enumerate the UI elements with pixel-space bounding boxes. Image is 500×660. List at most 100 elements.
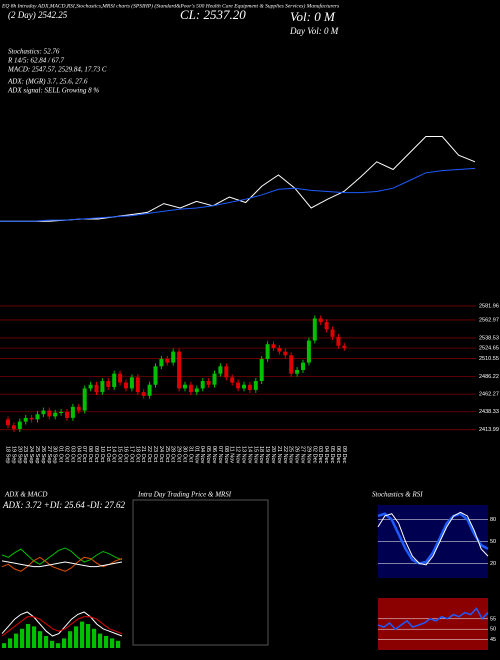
bar [50, 640, 55, 648]
x-tick-label: 27 Sep [46, 446, 52, 463]
candle-body [53, 412, 58, 417]
candle-body [35, 414, 40, 420]
candle-body [336, 336, 341, 346]
x-tick-label: 24 Sep [28, 446, 34, 463]
x-tick-label: 25 Oct [164, 446, 170, 463]
x-tick-label: 26 Sep [40, 446, 46, 463]
x-tick-label: 30 Oct [182, 446, 188, 463]
bar [62, 638, 67, 648]
y-tick-label: 2510.55 [479, 356, 499, 362]
y-tick-label: 50 [490, 627, 496, 633]
x-tick-label: 26 Nov [294, 446, 300, 464]
candle-body [76, 406, 81, 411]
day-volume: Day Vol: 0 M [289, 26, 339, 36]
series-line [1, 560, 123, 568]
y-tick-label: 80 [490, 517, 496, 523]
x-tick-label: 19 Nov [264, 446, 270, 464]
panel-frame [132, 499, 269, 646]
bar [32, 626, 37, 648]
r-value: R 14/5: 62.84 / 67.7 [7, 57, 64, 65]
candle-body [41, 410, 46, 415]
candle-body [147, 384, 152, 396]
panel-title: Stochastics & RSI [372, 491, 423, 499]
x-tick-label: 22 Oct [146, 446, 152, 463]
x-tick-label: 29 Oct [176, 446, 182, 463]
x-tick-label: 05 Dec [329, 446, 335, 464]
x-tick-label: 03 Oct [69, 446, 75, 463]
candle-body [17, 421, 22, 429]
bar [110, 638, 115, 648]
x-tick-label: 18 Nov [258, 446, 264, 464]
x-tick-label: 01 Oct [58, 446, 64, 463]
candle-body [224, 366, 229, 378]
x-tick-label: 07 Oct [81, 446, 87, 463]
y-tick-label: 2413.99 [479, 427, 499, 433]
series-line [1, 547, 123, 565]
panel-subtitle: ADX: 3.72 +DI: 25.64 -DI: 27.62 [2, 500, 126, 510]
bar [26, 624, 31, 648]
x-tick-label: 02 Dec [311, 446, 317, 464]
x-tick-label: 12 Nov [235, 446, 241, 464]
candle-body [59, 412, 64, 413]
x-tick-label: 06 Nov [211, 446, 217, 464]
x-tick-label: 08 Oct [87, 446, 93, 463]
y-tick-label: 20 [490, 561, 496, 567]
candle-body [82, 388, 87, 411]
close: CL: 2537.20 [180, 7, 246, 22]
candle-body [165, 358, 170, 363]
y-tick-label: 2438.33 [479, 409, 499, 415]
x-tick-label: 13 Nov [241, 446, 247, 464]
x-tick-label: 07 Nov [217, 446, 223, 464]
x-tick-label: 06 Dec [335, 446, 341, 464]
x-tick-label: 23 Oct [152, 446, 158, 463]
candle-body [218, 366, 223, 374]
x-tick-label: 18 Sep [5, 446, 11, 463]
bar [2, 643, 7, 648]
bar [20, 628, 25, 648]
candle-body [153, 366, 158, 385]
candle-body [183, 384, 187, 389]
candle-body [129, 377, 134, 389]
x-tick-label: 29 Nov [305, 446, 311, 464]
macd: MACD: 2547.57, 2529.84, 17.73 C [7, 66, 107, 74]
candle-body [194, 388, 199, 393]
candle-body [283, 351, 288, 356]
candle-body [277, 347, 282, 352]
y-tick-label: 2581.96 [479, 303, 499, 309]
candle-body [247, 384, 252, 390]
x-tick-label: 14 Nov [246, 446, 252, 464]
x-tick-label: 25 Sep [34, 446, 40, 463]
candle-body [11, 425, 16, 429]
candle-body [171, 351, 176, 363]
series-line [377, 512, 489, 565]
candle-body [230, 377, 235, 383]
x-tick-label: 05 Nov [205, 446, 211, 464]
candle-body [289, 355, 294, 374]
bar [8, 638, 13, 648]
candle-body [295, 370, 300, 374]
panel-title: Intra Day Trading Price & MRSI [137, 491, 232, 499]
x-tick-label: 04 Oct [75, 446, 81, 463]
y-tick-label: 2538.53 [479, 335, 499, 341]
candle-body [65, 412, 69, 418]
adx-signal: ADX signal: SELL Growing 8 % [7, 87, 99, 95]
series-line [1, 616, 123, 637]
panel-title: ADX & MACD [4, 491, 47, 499]
stochastics: Stochastics: 52.76 [8, 48, 60, 56]
candle-body [135, 377, 140, 393]
candle-body [159, 358, 164, 367]
x-tick-label: 19 Sep [10, 446, 16, 463]
candle-body [265, 344, 270, 359]
candle-body [70, 406, 75, 418]
bar [98, 633, 103, 648]
candle-body [29, 417, 34, 420]
bar [80, 621, 85, 648]
x-tick-label: 02 Oct [64, 446, 70, 463]
x-tick-label: 23 Sep [22, 446, 28, 463]
x-tick-label: 25 Nov [288, 446, 294, 464]
y-tick-label: 2524.65 [479, 346, 499, 352]
volume: Vol: 0 M [290, 9, 336, 24]
candle-body [188, 384, 193, 393]
candle-body [312, 318, 317, 341]
